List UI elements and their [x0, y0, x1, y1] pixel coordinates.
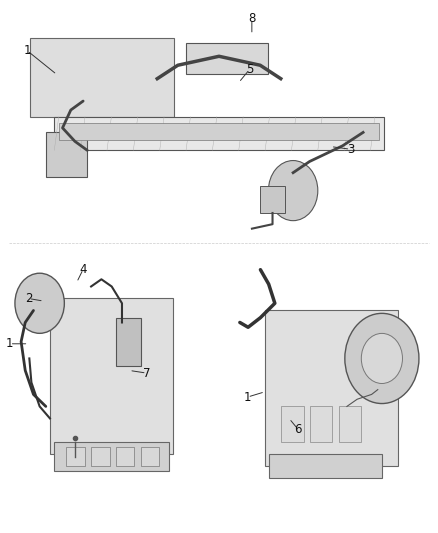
Text: 5: 5 — [246, 63, 253, 76]
Bar — [54, 442, 170, 471]
Bar — [268, 454, 382, 479]
Bar — [339, 406, 361, 442]
Text: 3: 3 — [347, 143, 354, 156]
Bar — [30, 38, 174, 117]
Bar — [67, 447, 85, 466]
Bar — [54, 117, 384, 150]
Bar — [116, 447, 134, 466]
Bar — [59, 123, 379, 140]
Bar — [46, 132, 87, 177]
Bar — [281, 406, 304, 442]
Bar — [260, 186, 285, 213]
Text: 1: 1 — [6, 337, 14, 350]
Bar — [50, 298, 173, 454]
Circle shape — [15, 273, 64, 333]
Text: 2: 2 — [25, 292, 32, 305]
Circle shape — [345, 313, 419, 403]
Bar — [265, 310, 399, 466]
Circle shape — [361, 334, 403, 384]
Bar — [186, 43, 268, 74]
Text: 4: 4 — [79, 263, 87, 276]
Bar — [141, 447, 159, 466]
Text: 7: 7 — [143, 367, 151, 379]
Circle shape — [268, 160, 318, 221]
Text: 1: 1 — [244, 391, 251, 403]
Bar — [91, 447, 110, 466]
Bar — [310, 406, 332, 442]
Bar — [116, 318, 141, 366]
Text: 8: 8 — [248, 12, 255, 25]
Text: 6: 6 — [294, 423, 302, 435]
Text: 1: 1 — [23, 44, 31, 57]
